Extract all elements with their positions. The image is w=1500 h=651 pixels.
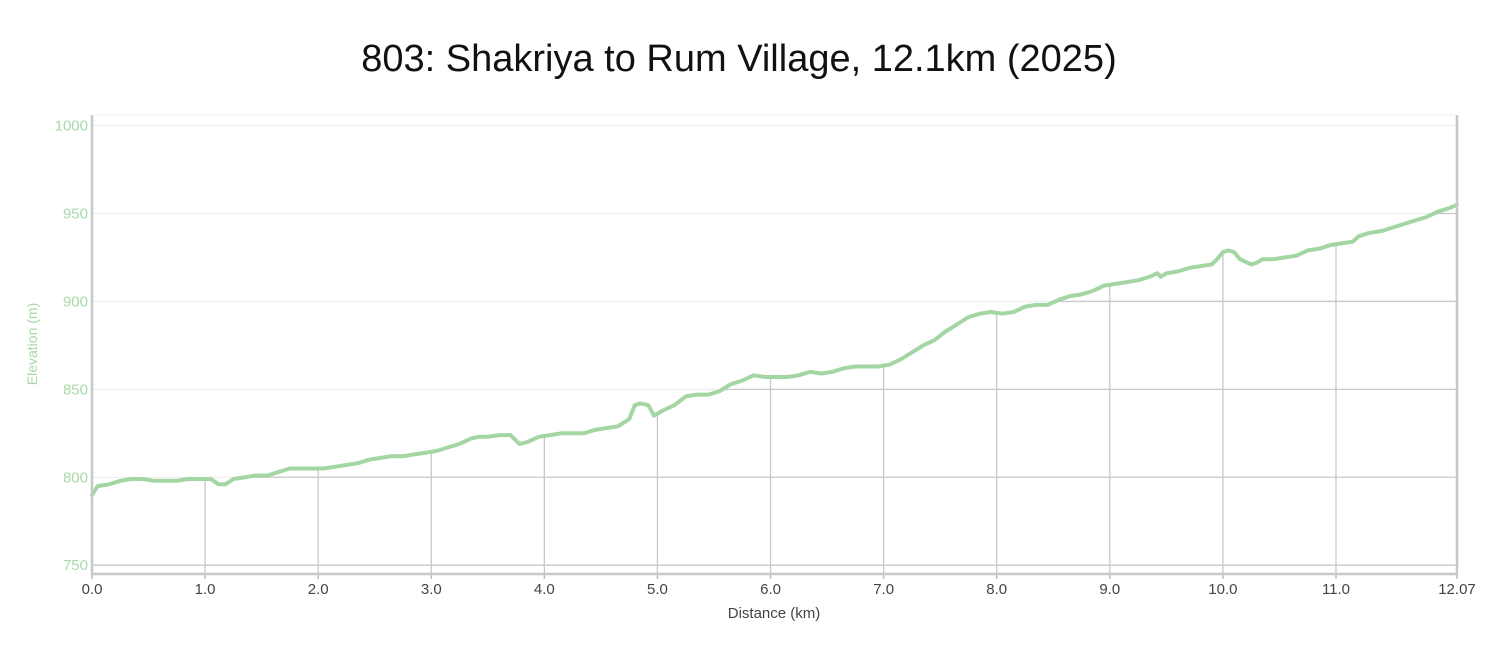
y-tick-label: 800	[63, 469, 88, 486]
x-tick-label: 6.0	[760, 581, 781, 598]
y-tick-label: 750	[63, 557, 88, 574]
y-tick-label: 1000	[55, 118, 88, 135]
y-tick-label: 850	[63, 381, 88, 398]
y-tick-label: 900	[63, 293, 88, 310]
x-tick-label: 11.0	[1322, 581, 1350, 598]
x-tick-label: 2.0	[308, 581, 329, 598]
x-tick-label: 7.0	[873, 581, 894, 598]
elevation-line	[90, 202, 1459, 497]
x-tick-label: 9.0	[1099, 581, 1120, 598]
x-tick-label: 0.0	[82, 581, 103, 598]
x-tick-label: 5.0	[647, 581, 668, 598]
x-axis-title: Distance (km)	[727, 605, 821, 622]
y-axis-title: Elevation (m)	[24, 302, 40, 386]
series-group	[90, 202, 1459, 497]
gridlines	[92, 125, 1458, 574]
x-tick-label: 12.07	[1438, 581, 1476, 598]
x-tick-label: 1.0	[195, 581, 216, 598]
y-tick-label: 950	[63, 205, 88, 222]
x-tick-label: 3.0	[421, 581, 442, 598]
x-tick-label: 10.0	[1208, 581, 1237, 598]
x-tick-label: 8.0	[986, 581, 1007, 598]
tick-labels: 750 800 850 900 950 1000 0.0 1.0 2.0 3.0 4.0 5.0 6.0…	[55, 118, 1476, 598]
axes	[90, 114, 1459, 579]
plot-background	[92, 115, 1457, 574]
x-tick-label: 4.0	[534, 581, 555, 598]
chart-title: 803: Shakriya to Rum Village, 12.1km (20…	[361, 38, 1117, 80]
